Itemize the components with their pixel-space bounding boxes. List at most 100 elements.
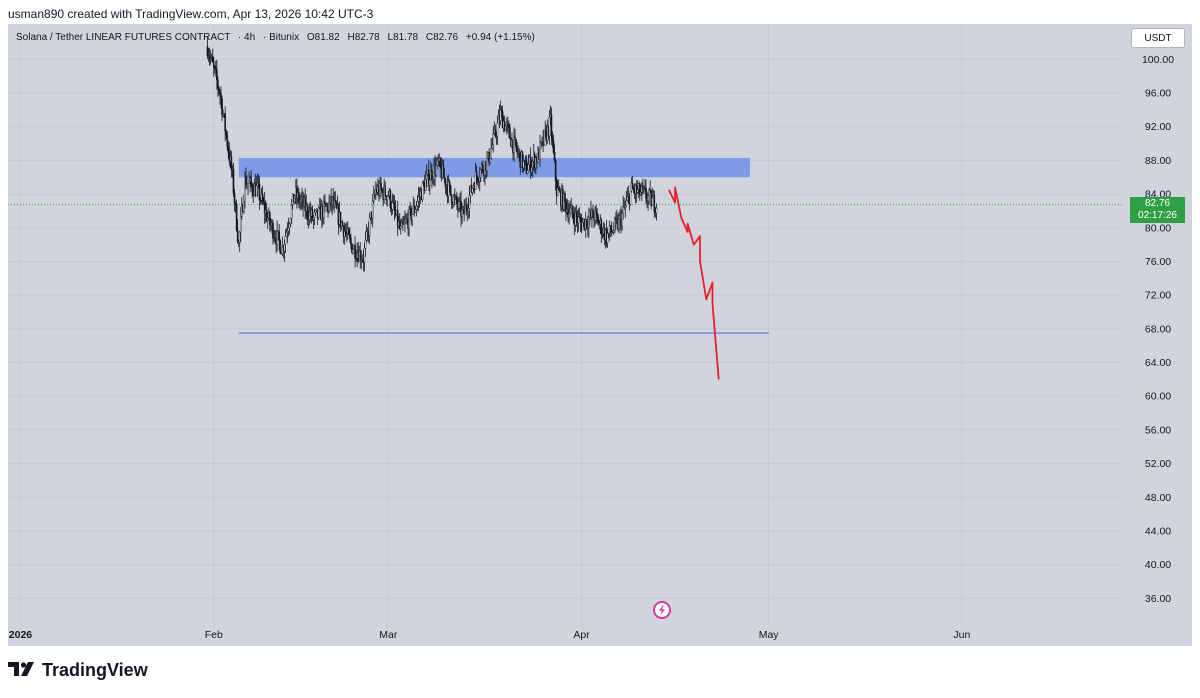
- candle-body: [594, 209, 596, 221]
- candle-body: [293, 195, 296, 203]
- candle-body: [552, 140, 555, 153]
- candle-body: [496, 122, 499, 137]
- candle-body: [335, 201, 338, 209]
- candle-body: [429, 179, 431, 187]
- symbol-name[interactable]: Solana / Tether LINEAR FUTURES CONTRACT: [16, 32, 231, 43]
- candle-body: [447, 181, 450, 196]
- candle-body: [232, 168, 235, 194]
- symbol-legend[interactable]: Solana / Tether LINEAR FUTURES CONTRACT …: [16, 32, 535, 43]
- interval-label[interactable]: 4h: [244, 32, 256, 43]
- price-tick-label: 56.00: [1145, 424, 1171, 436]
- candle-body: [514, 136, 516, 140]
- candle-body: [220, 94, 222, 100]
- candle-body: [416, 200, 419, 207]
- projection-path: [668, 186, 720, 380]
- candle-body: [436, 158, 438, 166]
- candle-body: [460, 200, 462, 217]
- candle-body: [283, 244, 286, 252]
- candle-body: [216, 69, 218, 81]
- drawing-overlays: [8, 157, 1124, 380]
- currency-button[interactable]: USDT: [1131, 28, 1185, 48]
- candle-body: [230, 156, 233, 171]
- candle-body: [645, 188, 647, 199]
- candle-body: [265, 209, 268, 221]
- candle-body: [393, 202, 396, 211]
- candle-body: [333, 200, 336, 206]
- candle-body: [257, 182, 260, 185]
- candle-body: [572, 213, 575, 219]
- candle-body: [624, 204, 627, 209]
- candle-body: [424, 178, 427, 191]
- candle-body: [647, 195, 649, 202]
- chart-frame[interactable]: 100.00 96.00 92.00 88.00 84.00 80.00 76.00 72.0…: [8, 24, 1192, 646]
- candle-body: [212, 61, 215, 67]
- candle-body: [285, 232, 288, 237]
- candle-body: [622, 206, 624, 214]
- change-value: +0.94 (+1.15%): [465, 32, 535, 43]
- candle-body: [251, 184, 253, 192]
- candle-body: [557, 187, 560, 191]
- price-chart[interactable]: 100.0096.0092.0088.0084.0080.0076.0072.0…: [8, 24, 1192, 646]
- candle-body: [476, 176, 479, 182]
- candle-body: [494, 128, 497, 136]
- candle-body: [290, 204, 293, 219]
- candle-body: [577, 216, 580, 223]
- candle-body: [328, 202, 330, 212]
- exchange-label: Bitunix: [269, 32, 300, 43]
- candle-body: [389, 190, 392, 208]
- high-value: H82.78: [347, 32, 380, 43]
- candle-body: [629, 190, 632, 205]
- exchange-separator: ·: [262, 32, 267, 43]
- candle-body: [524, 160, 527, 163]
- candle-body: [508, 124, 510, 128]
- candle-body: [456, 195, 458, 204]
- candle-body: [391, 201, 394, 210]
- candle-body: [387, 195, 390, 197]
- candle-body: [277, 230, 279, 233]
- candle-body: [399, 226, 402, 229]
- candle-body: [569, 207, 571, 214]
- candle-body: [571, 205, 574, 214]
- candle-body: [372, 194, 375, 202]
- candle-body: [474, 171, 477, 190]
- candle-body: [568, 213, 570, 218]
- candle-body: [452, 196, 455, 205]
- candle-body: [248, 181, 250, 184]
- candle-body: [274, 237, 276, 240]
- lightning-icon[interactable]: [653, 601, 671, 619]
- bar-countdown: 02:17:26: [1138, 210, 1177, 221]
- candle-body: [384, 185, 386, 197]
- candle-body: [471, 188, 474, 193]
- candles: [206, 36, 658, 272]
- candle-body: [411, 213, 414, 221]
- candle-body: [221, 98, 223, 116]
- attribution-text: usman890 created with TradingView.com, A…: [8, 7, 374, 21]
- candle-body: [211, 56, 214, 63]
- candle-body: [504, 125, 507, 131]
- candle-body: [638, 183, 641, 196]
- candle-body: [352, 249, 354, 253]
- candle-body: [558, 190, 561, 192]
- candle-body: [299, 201, 301, 203]
- candle-body: [611, 231, 614, 234]
- candle-body: [425, 173, 428, 180]
- candle-body: [509, 127, 511, 139]
- candle-body: [539, 142, 541, 160]
- candle-body: [359, 250, 362, 261]
- candle-body: [351, 243, 353, 253]
- candle-body: [448, 181, 451, 186]
- candle-body: [403, 222, 405, 225]
- candle-body: [392, 201, 395, 204]
- candle-body: [631, 182, 634, 189]
- candle-body: [548, 117, 551, 137]
- candle-body: [206, 46, 209, 57]
- time-tick-label: Jun: [953, 629, 970, 641]
- candle-body: [276, 230, 278, 245]
- candle-body: [323, 201, 325, 219]
- candle-body: [526, 170, 529, 174]
- supply-zone-rectangle: [238, 157, 750, 178]
- candle-body: [500, 109, 503, 112]
- candle-body: [363, 248, 366, 263]
- candle-body: [380, 182, 382, 191]
- candle-body: [461, 209, 463, 217]
